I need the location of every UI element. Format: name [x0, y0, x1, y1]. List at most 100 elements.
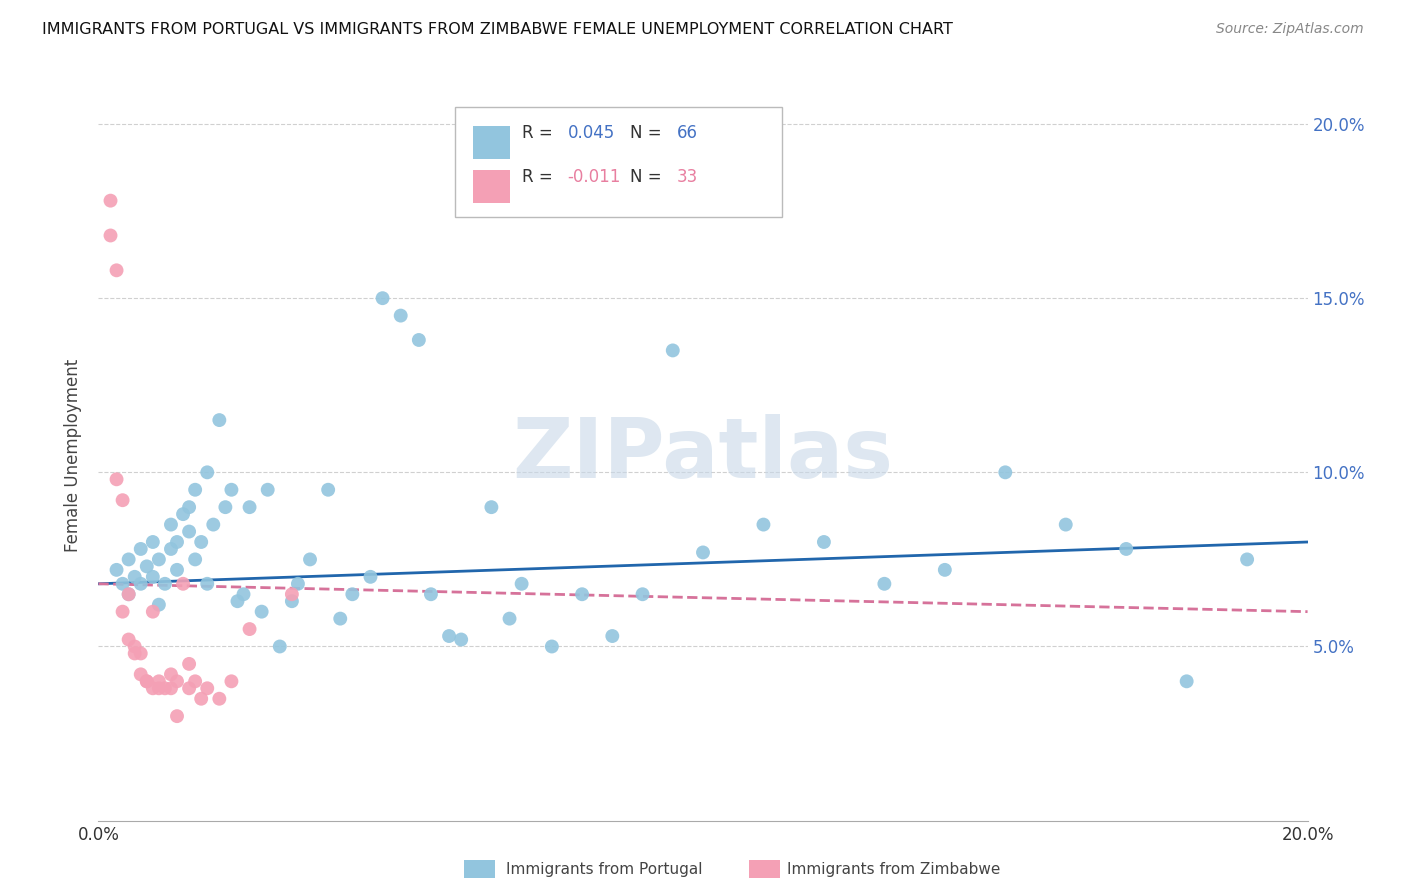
Bar: [749, 860, 780, 878]
Point: [190, 691, 212, 706]
Point: [437, 629, 460, 643]
Point: [571, 587, 593, 601]
Point: [160, 541, 183, 556]
Point: [195, 576, 218, 591]
Text: Source: ZipAtlas.com: Source: ZipAtlas.com: [1216, 22, 1364, 37]
Point: [142, 605, 165, 619]
Point: [239, 622, 262, 636]
Point: [118, 632, 141, 647]
Text: R =: R =: [522, 124, 558, 142]
Point: [105, 563, 128, 577]
Text: Immigrants from Zimbabwe: Immigrants from Zimbabwe: [787, 863, 1001, 877]
Point: [498, 612, 520, 626]
Point: [873, 576, 896, 591]
Point: [172, 507, 194, 521]
Point: [1175, 674, 1198, 689]
Point: [179, 524, 201, 539]
Point: [105, 472, 128, 486]
Point: [602, 629, 624, 643]
Point: [142, 535, 165, 549]
Text: ZIPatlas: ZIPatlas: [513, 415, 893, 495]
Point: [129, 576, 152, 591]
Point: [281, 594, 304, 608]
Point: [172, 576, 194, 591]
Point: [389, 309, 412, 323]
Point: [1054, 517, 1077, 532]
Point: [269, 640, 291, 654]
Point: [661, 343, 683, 358]
Point: [179, 657, 201, 671]
Point: [239, 500, 262, 515]
Point: [129, 647, 152, 661]
Point: [540, 640, 562, 654]
Point: [208, 413, 231, 427]
Point: [153, 576, 176, 591]
Point: [184, 552, 207, 566]
Point: [190, 535, 212, 549]
Text: 33: 33: [676, 168, 697, 186]
Point: [994, 466, 1017, 480]
Bar: [474, 169, 509, 202]
Point: [148, 674, 170, 689]
Point: [179, 681, 201, 696]
Point: [166, 674, 188, 689]
Point: [226, 594, 249, 608]
Point: [111, 493, 134, 508]
Point: [129, 541, 152, 556]
Text: Immigrants from Portugal: Immigrants from Portugal: [506, 863, 703, 877]
Point: [631, 587, 654, 601]
Point: [281, 587, 304, 601]
Point: [420, 587, 443, 601]
Y-axis label: Female Unemployment: Female Unemployment: [65, 359, 83, 551]
Point: [179, 500, 201, 515]
Point: [510, 576, 533, 591]
Point: [135, 674, 157, 689]
Point: [195, 466, 218, 480]
Point: [118, 552, 141, 566]
Point: [184, 483, 207, 497]
Point: [124, 640, 146, 654]
Bar: [464, 860, 495, 878]
Point: [135, 674, 157, 689]
Text: R =: R =: [522, 168, 558, 186]
Point: [221, 674, 243, 689]
Point: [256, 483, 278, 497]
Point: [202, 517, 225, 532]
Point: [184, 674, 207, 689]
Point: [360, 570, 382, 584]
Point: [752, 517, 775, 532]
Point: [813, 535, 835, 549]
Text: N =: N =: [630, 124, 668, 142]
Point: [481, 500, 503, 515]
Point: [1115, 541, 1137, 556]
Point: [129, 667, 152, 681]
Point: [221, 483, 243, 497]
Point: [160, 681, 183, 696]
Point: [105, 263, 128, 277]
Point: [118, 587, 141, 601]
Point: [142, 681, 165, 696]
Point: [934, 563, 956, 577]
Point: [148, 681, 170, 696]
Text: 0.045: 0.045: [568, 124, 614, 142]
Point: [148, 598, 170, 612]
Point: [148, 552, 170, 566]
Point: [142, 570, 165, 584]
Point: [299, 552, 322, 566]
Text: IMMIGRANTS FROM PORTUGAL VS IMMIGRANTS FROM ZIMBABWE FEMALE UNEMPLOYMENT CORRELA: IMMIGRANTS FROM PORTUGAL VS IMMIGRANTS F…: [42, 22, 953, 37]
FancyBboxPatch shape: [456, 108, 782, 218]
Point: [371, 291, 394, 305]
Point: [100, 194, 122, 208]
Point: [111, 576, 134, 591]
Point: [692, 545, 714, 559]
Text: -0.011: -0.011: [568, 168, 621, 186]
Point: [153, 681, 176, 696]
Point: [111, 605, 134, 619]
Text: N =: N =: [630, 168, 668, 186]
Point: [124, 647, 146, 661]
Point: [124, 570, 146, 584]
Point: [214, 500, 236, 515]
Point: [408, 333, 430, 347]
Point: [450, 632, 472, 647]
Point: [208, 691, 231, 706]
